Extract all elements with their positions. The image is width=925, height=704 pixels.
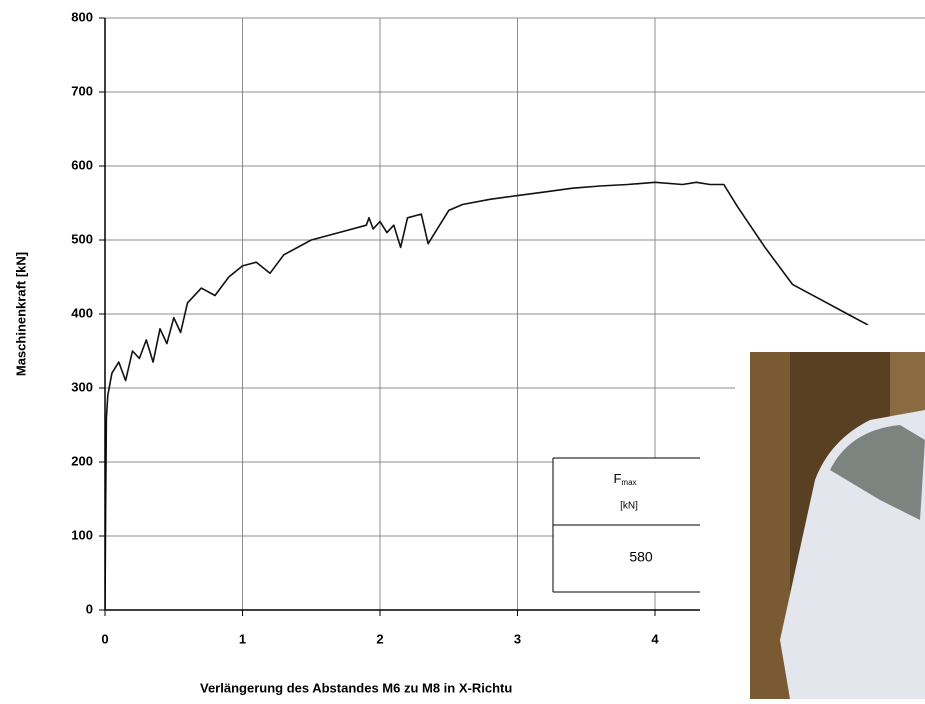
x-axis-label: Verlängerung des Abstandes M6 zu M8 in X… (200, 680, 512, 695)
x-tick-label: 2 (376, 631, 383, 646)
table-header-main: F (613, 471, 621, 486)
photo-fracture (830, 425, 925, 520)
x-tick-label: 4 (651, 631, 659, 646)
table-header: Fmax (613, 471, 636, 487)
x-tick-label: 0 (101, 631, 108, 646)
y-tick-label: 400 (71, 305, 93, 320)
y-tick-label: 600 (71, 157, 93, 172)
table-value: 580 (629, 549, 653, 565)
x-tick-label: 1 (239, 631, 246, 646)
y-tick-label: 700 (71, 83, 93, 98)
y-tick-label: 500 (71, 231, 93, 246)
table-unit: [kN] (620, 501, 638, 512)
y-tick-label: 300 (71, 379, 93, 394)
y-axis-label: Maschinenkraft [kN] (13, 252, 28, 376)
y-tick-label: 0 (86, 601, 93, 616)
y-tick-label: 100 (71, 527, 93, 542)
photo (750, 352, 925, 699)
y-tick-label: 200 (71, 453, 93, 468)
y-tick-label: 800 (71, 9, 93, 24)
data-line (105, 181, 869, 611)
table-header-sub: max (621, 478, 636, 487)
x-tick-label: 3 (514, 631, 521, 646)
